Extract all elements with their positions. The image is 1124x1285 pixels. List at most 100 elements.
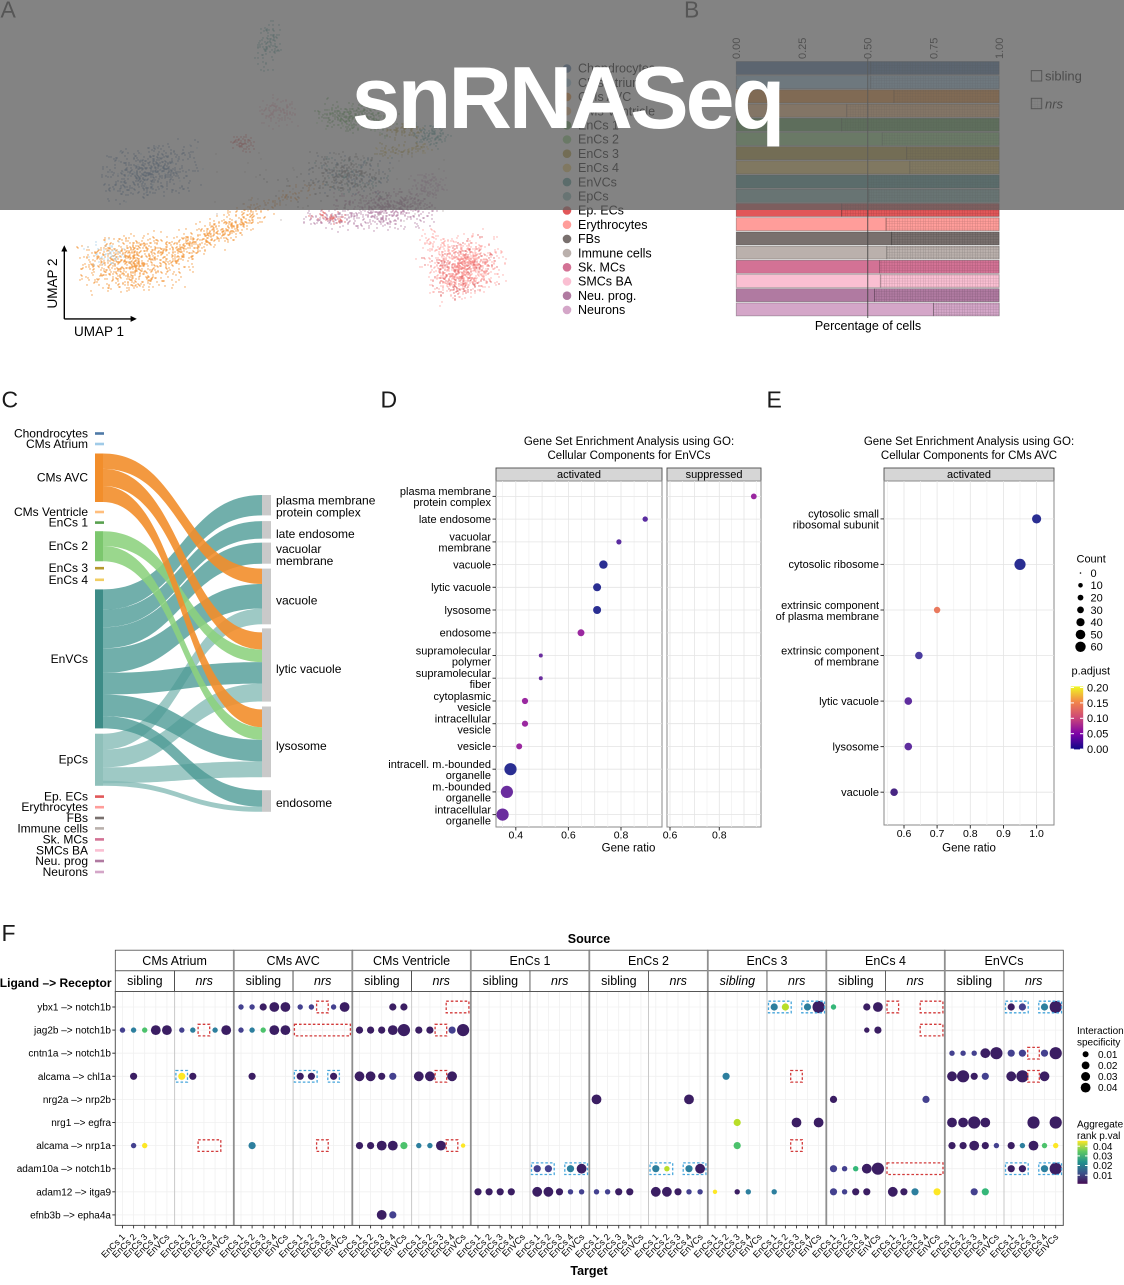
svg-text:sibling: sibling (838, 974, 873, 988)
svg-text:Gene ratio: Gene ratio (942, 843, 996, 855)
svg-text:vacuolar: vacuolar (276, 542, 321, 556)
svg-text:0.4: 0.4 (508, 830, 523, 842)
svg-text:EnCs 4: EnCs 4 (865, 954, 906, 968)
svg-text:0.10: 0.10 (1087, 713, 1108, 725)
svg-text:supramolecular: supramolecular (416, 668, 492, 680)
svg-text:lytic vacuole: lytic vacuole (431, 582, 491, 594)
svg-text:late endosome: late endosome (276, 527, 355, 541)
svg-text:Ligand –> Receptor: Ligand –> Receptor (0, 976, 112, 990)
svg-text:alcama –> chl1a: alcama –> chl1a (38, 1072, 112, 1083)
svg-text:intracell. m.-bounded: intracell. m.-bounded (388, 759, 491, 771)
svg-text:Sk. MCs: Sk. MCs (578, 261, 625, 275)
svg-text:nrs: nrs (1025, 974, 1042, 988)
svg-text:CMs Atrium: CMs Atrium (26, 437, 88, 451)
svg-text:30: 30 (1091, 605, 1103, 617)
svg-text:intracellular: intracellular (435, 714, 492, 726)
svg-text:10: 10 (1091, 580, 1103, 592)
svg-text:nrs: nrs (314, 974, 331, 988)
svg-text:FBs: FBs (67, 811, 88, 825)
svg-text:lysosome: lysosome (833, 741, 879, 753)
svg-text:of plasma membrane: of plasma membrane (776, 611, 879, 623)
svg-text:CMs Atrium: CMs Atrium (142, 954, 207, 968)
svg-text:0.8: 0.8 (614, 830, 629, 842)
svg-text:0.15: 0.15 (1087, 698, 1108, 710)
svg-text:EnVCs: EnVCs (51, 652, 88, 666)
svg-text:EnCs 3: EnCs 3 (49, 561, 89, 575)
svg-text:endosome: endosome (440, 628, 491, 640)
svg-text:F: F (2, 920, 16, 946)
svg-text:of membrane: of membrane (814, 656, 879, 668)
svg-text:Neu. prog.: Neu. prog. (578, 289, 636, 303)
svg-text:vacuolar: vacuolar (449, 532, 491, 544)
svg-text:Erythrocytes: Erythrocytes (578, 218, 647, 232)
svg-text:membrane: membrane (276, 554, 334, 568)
svg-text:0.03: 0.03 (1093, 1152, 1113, 1163)
svg-text:D: D (381, 387, 398, 413)
svg-text:efnb3b –> epha4a: efnb3b –> epha4a (30, 1210, 111, 1221)
svg-text:suppressed: suppressed (686, 469, 743, 481)
svg-text:ribosomal subunit: ribosomal subunit (793, 520, 879, 532)
svg-text:m.-bounded: m.-bounded (432, 782, 491, 794)
svg-text:0.00: 0.00 (1087, 744, 1108, 756)
svg-text:EnVCs: EnVCs (985, 954, 1024, 968)
svg-text:SMCs BA: SMCs BA (578, 275, 633, 289)
svg-text:vacuole: vacuole (453, 559, 491, 571)
svg-text:Count: Count (1077, 554, 1106, 566)
svg-text:Gene ratio: Gene ratio (602, 843, 656, 855)
svg-text:intracellular: intracellular (435, 804, 492, 816)
svg-text:membrane: membrane (438, 543, 491, 555)
svg-text:Gene Set Enrichment Analysis u: Gene Set Enrichment Analysis using GO: (864, 436, 1074, 448)
svg-text:fiber: fiber (470, 679, 492, 691)
svg-text:0.6: 0.6 (897, 828, 912, 840)
svg-text:cytoplasmic: cytoplasmic (434, 691, 492, 703)
svg-text:UMAP 1: UMAP 1 (74, 324, 124, 339)
svg-text:Gene Set Enrichment Analysis u: Gene Set Enrichment Analysis using GO: (524, 436, 734, 448)
svg-text:Percentage of cells: Percentage of cells (815, 319, 921, 333)
svg-text:activated: activated (947, 469, 991, 481)
svg-text:0.04: 0.04 (1093, 1142, 1113, 1153)
svg-text:rank p.val: rank p.val (1077, 1131, 1120, 1142)
svg-text:0.6: 0.6 (561, 830, 576, 842)
svg-text:p.adjust: p.adjust (1072, 666, 1111, 678)
svg-text:supramolecular: supramolecular (416, 645, 492, 657)
svg-text:0.02: 0.02 (1098, 1061, 1118, 1072)
svg-text:EnCs 2: EnCs 2 (49, 539, 89, 553)
svg-text:0.9: 0.9 (996, 828, 1011, 840)
svg-text:lytic vacuole: lytic vacuole (276, 662, 342, 676)
svg-text:Neurons: Neurons (43, 865, 88, 879)
svg-text:Ep. ECs: Ep. ECs (44, 790, 88, 804)
svg-text:snRNASeq: snRNASeq (352, 48, 783, 147)
svg-text:endosome: endosome (276, 796, 332, 810)
svg-text:activated: activated (557, 469, 601, 481)
svg-text:0.01: 0.01 (1098, 1050, 1118, 1061)
svg-text:60: 60 (1091, 642, 1103, 654)
svg-text:lysosome: lysosome (276, 739, 327, 753)
svg-text:C: C (2, 387, 19, 413)
svg-text:nrg2a –> nrp2b: nrg2a –> nrp2b (43, 1095, 112, 1106)
svg-text:ybx1 –> notch1b: ybx1 –> notch1b (37, 1003, 111, 1014)
svg-text:E: E (767, 387, 782, 413)
svg-text:nrs: nrs (433, 974, 450, 988)
svg-text:plasma membrane: plasma membrane (276, 494, 376, 508)
svg-text:CMs Ventricle: CMs Ventricle (373, 954, 450, 968)
svg-text:0.8: 0.8 (963, 828, 978, 840)
svg-text:vacuole: vacuole (276, 594, 318, 608)
svg-text:0.05: 0.05 (1087, 729, 1108, 741)
svg-text:nrg1 –> egfra: nrg1 –> egfra (51, 1118, 111, 1129)
svg-text:EnCs 1: EnCs 1 (510, 954, 551, 968)
svg-text:extrinsic component: extrinsic component (781, 600, 879, 612)
svg-text:0.7: 0.7 (930, 828, 945, 840)
svg-text:0.8: 0.8 (712, 830, 727, 842)
svg-text:cytosolic ribosome: cytosolic ribosome (789, 559, 879, 571)
svg-text:50: 50 (1091, 629, 1103, 641)
svg-text:organelle: organelle (446, 770, 491, 782)
svg-text:late endosome: late endosome (419, 514, 491, 526)
svg-text:Immune cells: Immune cells (17, 821, 88, 835)
svg-text:Neurons: Neurons (578, 303, 625, 317)
svg-text:protein complex: protein complex (276, 506, 361, 520)
svg-text:EnCs 1: EnCs 1 (49, 516, 89, 530)
svg-text:sibling: sibling (720, 974, 755, 988)
svg-text:sibling: sibling (601, 974, 636, 988)
svg-text:Aggregate: Aggregate (1077, 1120, 1124, 1131)
svg-text:organelle: organelle (446, 815, 491, 827)
